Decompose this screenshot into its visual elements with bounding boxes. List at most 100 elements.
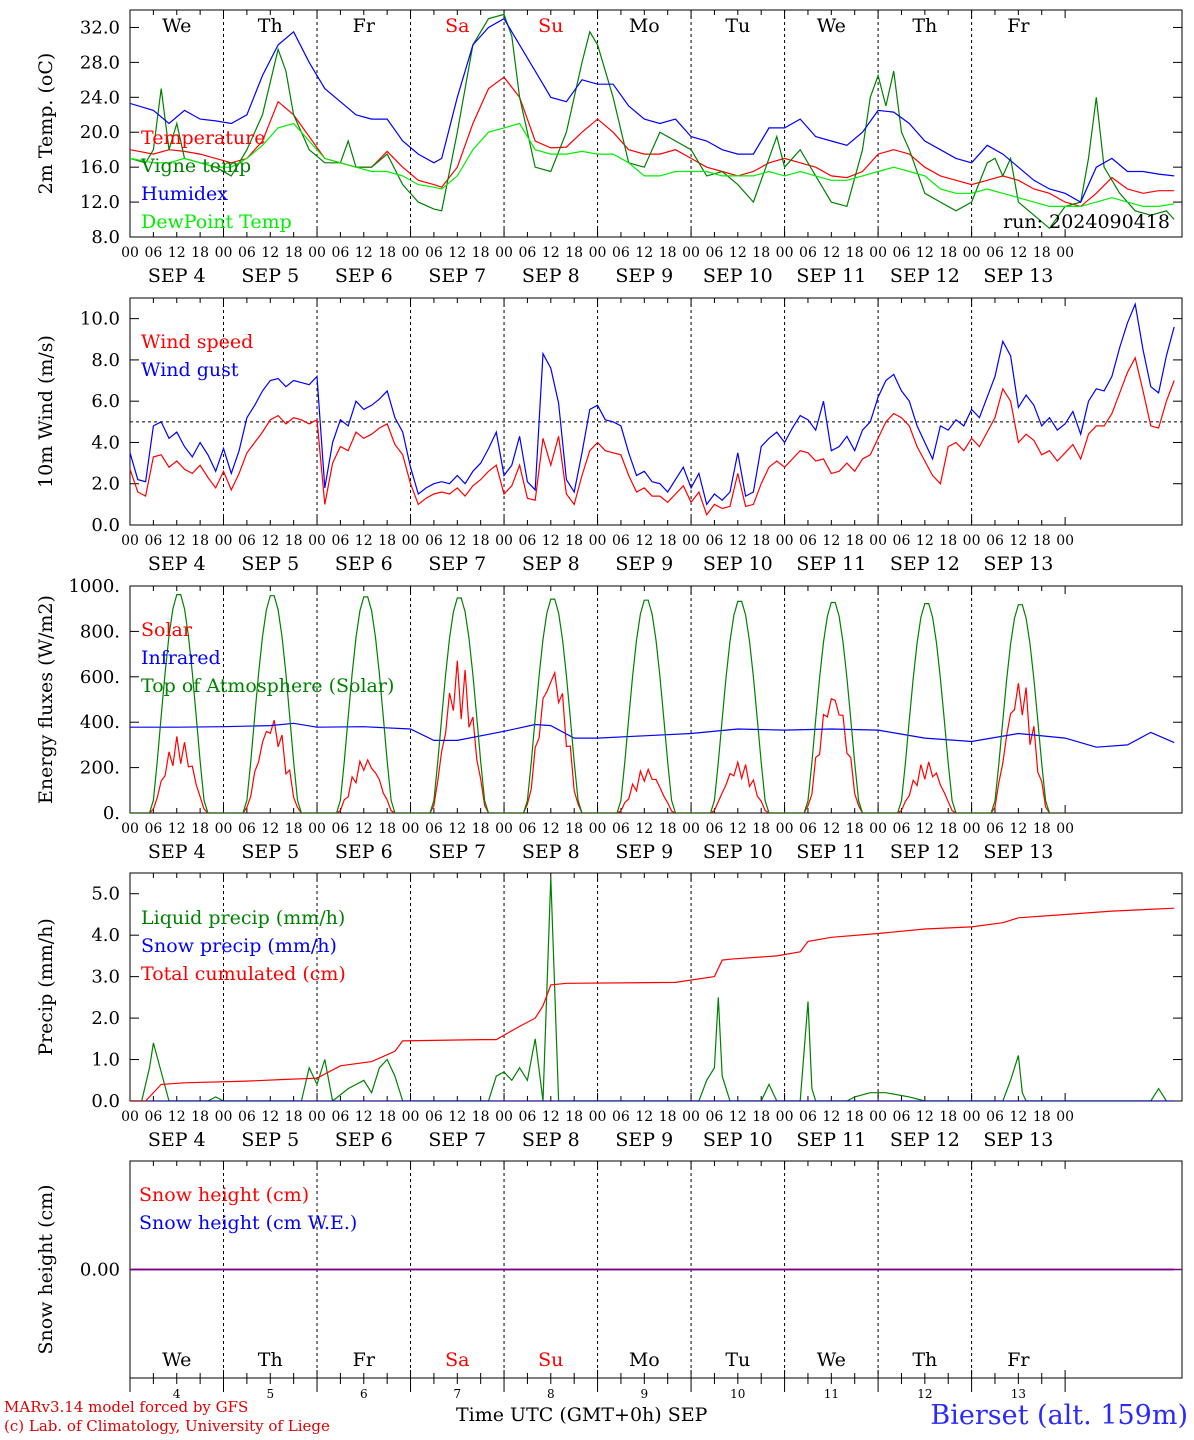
- x-hour-label: 00: [776, 533, 794, 549]
- x-hour-label: 12: [635, 533, 653, 549]
- x-hour-label: 00: [682, 533, 700, 549]
- x-hour-label: 18: [752, 245, 770, 261]
- x-hour-label: 12: [1009, 245, 1027, 261]
- credits: MARv3.14 model forced by GFS (c) Lab. of…: [4, 1398, 330, 1436]
- y-axis-label: Precip (mm/h): [35, 918, 57, 1056]
- x-hour-label: 06: [425, 821, 443, 837]
- legend-entry: Snow height (cm W.E.): [139, 1212, 357, 1234]
- x-hour-label: 06: [519, 245, 537, 261]
- x-hour-label: 12: [729, 1109, 747, 1125]
- bottom-day-number: 8: [547, 1387, 555, 1401]
- x-hour-label: 18: [472, 533, 490, 549]
- x-hour-label: 06: [612, 533, 630, 549]
- x-hour-label: 00: [963, 533, 981, 549]
- x-hour-label: 00: [121, 821, 139, 837]
- x-hour-label: 00: [402, 245, 420, 261]
- x-day-label: SEP 7: [428, 265, 486, 287]
- x-hour-label: 06: [519, 533, 537, 549]
- x-hour-label: 06: [893, 1109, 911, 1125]
- x-hour-label: 18: [752, 821, 770, 837]
- x-hour-label: 12: [448, 821, 466, 837]
- x-hour-label: 06: [425, 1109, 443, 1125]
- day-name-top: Sa: [445, 15, 469, 37]
- x-hour-label: 06: [986, 1109, 1004, 1125]
- series-line-wind-gust: [130, 302, 1175, 506]
- x-hour-label: 18: [939, 533, 957, 549]
- x-hour-label: 18: [378, 533, 396, 549]
- x-hour-label: 18: [1033, 533, 1051, 549]
- x-day-label: SEP 11: [796, 841, 866, 863]
- x-day-label: SEP 9: [615, 265, 673, 287]
- run-label: run: 2024090418: [1003, 211, 1170, 233]
- x-hour-label: 00: [589, 821, 607, 837]
- y-tick-label: 2.0: [91, 1008, 120, 1029]
- x-day-label: SEP 9: [615, 553, 673, 575]
- y-tick-label: 0.00: [80, 1260, 120, 1281]
- x-hour-label: 12: [355, 821, 373, 837]
- y-tick-label: 28.0: [80, 52, 120, 73]
- x-hour-label: 00: [682, 245, 700, 261]
- x-hour-label: 06: [331, 821, 349, 837]
- legend-entry: DewPoint Temp: [141, 211, 292, 233]
- x-hour-label: 12: [916, 245, 934, 261]
- x-hour-label: 06: [893, 533, 911, 549]
- x-day-label: SEP 12: [890, 1129, 960, 1151]
- legend-entry: Vigne temp: [140, 155, 251, 177]
- x-hour-label: 18: [752, 1109, 770, 1125]
- x-day-label: SEP 10: [703, 553, 773, 575]
- y-tick-label: 400.: [80, 712, 120, 733]
- x-hour-label: 06: [706, 533, 724, 549]
- x-hour-label: 06: [706, 821, 724, 837]
- x-day-label: SEP 7: [428, 841, 486, 863]
- x-hour-label: 12: [168, 245, 186, 261]
- x-hour-label: 06: [519, 821, 537, 837]
- series-line-dewpoint-temp: [130, 122, 1175, 207]
- y-tick-label: 1000.: [68, 576, 120, 597]
- x-hour-label: 06: [706, 245, 724, 261]
- y-tick-label: 0.: [103, 803, 120, 824]
- x-hour-label: 00: [215, 245, 233, 261]
- x-hour-label: 12: [729, 821, 747, 837]
- panel-frame: [129, 297, 1183, 526]
- x-hour-label: 12: [1009, 1109, 1027, 1125]
- x-axis-title-text: Time UTC (GMT+0h): [456, 1404, 662, 1426]
- y-axis-label: Snow height (cm): [35, 1184, 57, 1354]
- x-hour-label: 06: [238, 533, 256, 549]
- x-hour-label: 00: [215, 1109, 233, 1125]
- x-hour-label: 00: [776, 1109, 794, 1125]
- x-hour-label: 12: [729, 533, 747, 549]
- legend-entry: Wind speed: [141, 331, 253, 353]
- legend-entry: Snow precip (mm/h): [141, 935, 337, 957]
- y-tick-label: 200.: [80, 758, 120, 779]
- x-hour-label: 12: [355, 1109, 373, 1125]
- x-hour-label: 12: [1009, 533, 1027, 549]
- x-hour-label: 18: [659, 533, 677, 549]
- legend-entry: Total cumulated (cm): [141, 963, 346, 985]
- x-hour-label: 18: [939, 1109, 957, 1125]
- station-name: Bierset (alt. 159m): [930, 1400, 1188, 1431]
- y-tick-label: 1.0: [91, 1050, 120, 1071]
- panel-frame: [129, 585, 1183, 814]
- y-axis-label: 10m Wind (m/s): [35, 335, 57, 488]
- x-hour-label: 18: [939, 821, 957, 837]
- legend-entry: Liquid precip (mm/h): [141, 907, 345, 929]
- x-hour-label: 18: [659, 821, 677, 837]
- day-name-bottom: Su: [538, 1349, 563, 1371]
- x-hour-label: 00: [963, 1109, 981, 1125]
- x-hour-label: 12: [542, 821, 560, 837]
- x-hour-label: 12: [168, 821, 186, 837]
- x-hour-label: 12: [635, 821, 653, 837]
- x-day-label: SEP 10: [703, 841, 773, 863]
- x-hour-label: 12: [822, 1109, 840, 1125]
- x-hour-label: 00: [1056, 821, 1074, 837]
- x-hour-label: 00: [1056, 245, 1074, 261]
- x-hour-label: 06: [799, 821, 817, 837]
- x-hour-label: 06: [799, 1109, 817, 1125]
- x-hour-label: 12: [822, 821, 840, 837]
- x-hour-label: 00: [776, 245, 794, 261]
- x-hour-label: 00: [776, 821, 794, 837]
- panel-frame: [129, 9, 1183, 238]
- x-day-label: SEP 4: [148, 265, 206, 287]
- y-tick-label: 3.0: [91, 967, 120, 988]
- day-name-top: Fr: [1007, 15, 1030, 37]
